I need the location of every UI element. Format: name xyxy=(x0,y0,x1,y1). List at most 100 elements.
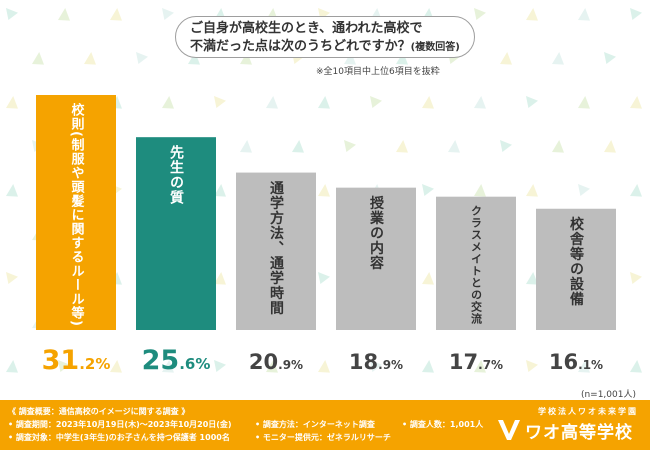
background-triangle xyxy=(110,360,122,373)
category-label-5: クラスメイトとの交流 xyxy=(470,204,483,324)
background-triangle xyxy=(6,8,18,20)
background-triangle xyxy=(318,184,330,197)
background-triangle xyxy=(266,360,278,373)
background-triangle xyxy=(630,8,642,20)
background-triangle xyxy=(318,360,330,373)
value-label-6: 16.1% xyxy=(549,350,603,374)
background-triangle xyxy=(6,272,18,284)
background-triangle xyxy=(292,140,304,153)
category-label-6: 校舎等の設備 xyxy=(568,216,584,307)
background-triangle xyxy=(188,52,200,65)
logo-school-name: ワオ高等学校 xyxy=(525,423,633,443)
background-triangle xyxy=(630,184,642,197)
bar-4 xyxy=(336,187,416,330)
background-triangle xyxy=(578,184,590,196)
chart-title-main: 不満だった点は次のうちどれですか？ xyxy=(190,39,411,54)
background-triangle xyxy=(474,184,486,197)
value-label-1: 31.2% xyxy=(42,345,111,376)
background-triangle xyxy=(32,52,44,65)
background-triangle xyxy=(266,96,278,109)
background-triangle xyxy=(240,140,252,153)
background-triangle xyxy=(578,96,590,109)
category-label-2: 先生の質 xyxy=(168,144,184,205)
background-triangle xyxy=(6,96,18,109)
background-triangle xyxy=(578,360,590,373)
background-triangle xyxy=(448,140,460,153)
logo-school-corp: 学校法人ワオ未来学園 xyxy=(538,407,638,416)
background-triangle xyxy=(422,272,434,285)
background-triangle xyxy=(318,96,330,109)
background-triangle xyxy=(604,52,616,64)
background-triangle xyxy=(370,360,382,372)
background-triangle xyxy=(630,96,642,109)
chart-title-line1: ご自身が高校生のとき、通われた高校で xyxy=(190,21,423,36)
footer-survey-period: • 調査期間：2023年10月19日(木)～2023年10月20日(金) xyxy=(8,420,232,429)
background-triangle xyxy=(630,272,642,284)
background-triangle xyxy=(6,360,18,373)
background-triangle xyxy=(84,52,96,65)
school-logo-icon xyxy=(498,420,520,440)
background-triangle xyxy=(162,96,174,109)
background-triangle xyxy=(474,360,486,373)
value-label-4: 18.9% xyxy=(349,350,403,374)
background-triangle xyxy=(214,360,226,372)
background-triangle xyxy=(136,52,148,64)
background-triangle xyxy=(422,360,434,373)
background-triangle xyxy=(526,8,538,21)
footer-survey-title: 《 調査概要：通信高校のイメージに関する調査 》 xyxy=(8,407,190,416)
background-triangle xyxy=(162,8,174,20)
background-triangle xyxy=(58,8,70,21)
bar-3 xyxy=(236,172,316,330)
background-triangle xyxy=(526,96,538,108)
background-triangle xyxy=(422,184,434,196)
background-triangle xyxy=(110,8,122,21)
background-triangle xyxy=(422,96,434,109)
bar-2 xyxy=(136,137,216,330)
background-triangle xyxy=(58,360,70,372)
chart-title-line2: 不満だった点は次のうちどれですか？(複数回答) xyxy=(190,38,474,57)
background-triangle xyxy=(500,52,512,65)
background-triangle xyxy=(526,360,538,372)
category-label-3: 通学方法、通学時間 xyxy=(268,181,284,316)
bar-6 xyxy=(536,208,616,330)
category-label-1: 校則(制服や頭髪に関するルール等) xyxy=(69,102,86,326)
background-triangle xyxy=(578,8,590,21)
background-triangle xyxy=(396,140,408,153)
bar-5 xyxy=(436,196,516,330)
background-triangle xyxy=(214,96,226,108)
background-triangle xyxy=(526,272,538,285)
background-triangle xyxy=(474,8,486,20)
background-triangle xyxy=(474,96,486,109)
sample-size-note: (n=1,001人) xyxy=(580,390,636,400)
footer: 《 調査概要：通信高校のイメージに関する調査 》 • 調査期間：2023年10月… xyxy=(0,400,650,450)
background-triangle xyxy=(214,272,226,285)
bar-1 xyxy=(36,95,116,330)
background-triangle xyxy=(162,360,174,373)
chart-subtitle: ※全10項目中上位6項目を抜粋 xyxy=(316,67,440,77)
value-label-3: 20.9% xyxy=(249,350,303,374)
footer-survey-count: • 調査人数：1,001人 xyxy=(402,420,484,429)
background-triangle xyxy=(344,140,356,152)
background-triangle xyxy=(552,52,564,65)
background-triangle xyxy=(6,184,18,197)
chart-title-suffix: (複数回答) xyxy=(410,42,460,53)
background-triangle xyxy=(604,140,616,153)
title-box: ご自身が高校生のとき、通われた高校で 不満だった点は次のうちどれですか？(複数回… xyxy=(175,16,475,58)
value-label-2: 25.6% xyxy=(142,345,211,376)
footer-survey-method: • 調査方法：インターネット調査 xyxy=(255,420,375,429)
background-triangle xyxy=(526,184,538,197)
background-triangle xyxy=(552,140,564,153)
background-triangle xyxy=(370,96,382,108)
background-triangle xyxy=(500,140,512,152)
footer-survey-target: • 調査対象：中学生(3年生)のお子さんを持つ保護者 1000名 xyxy=(8,433,230,442)
bar-series: 校則(制服や頭髪に関するルール等) 31.2% 先生の質 25.6% 通学方法、通学時間… xyxy=(36,95,616,376)
background-triangle xyxy=(318,272,330,284)
background-triangle xyxy=(344,52,356,65)
background-triangle xyxy=(630,360,642,373)
footer-monitor-source: • モニター提供元：ゼネラルリサーチ xyxy=(255,433,391,442)
background-triangle xyxy=(396,52,408,65)
value-label-5: 17.7% xyxy=(449,350,503,374)
background-triangle xyxy=(214,184,226,197)
background-triangle xyxy=(240,52,252,65)
category-label-4: 授業の内容 xyxy=(368,195,385,271)
